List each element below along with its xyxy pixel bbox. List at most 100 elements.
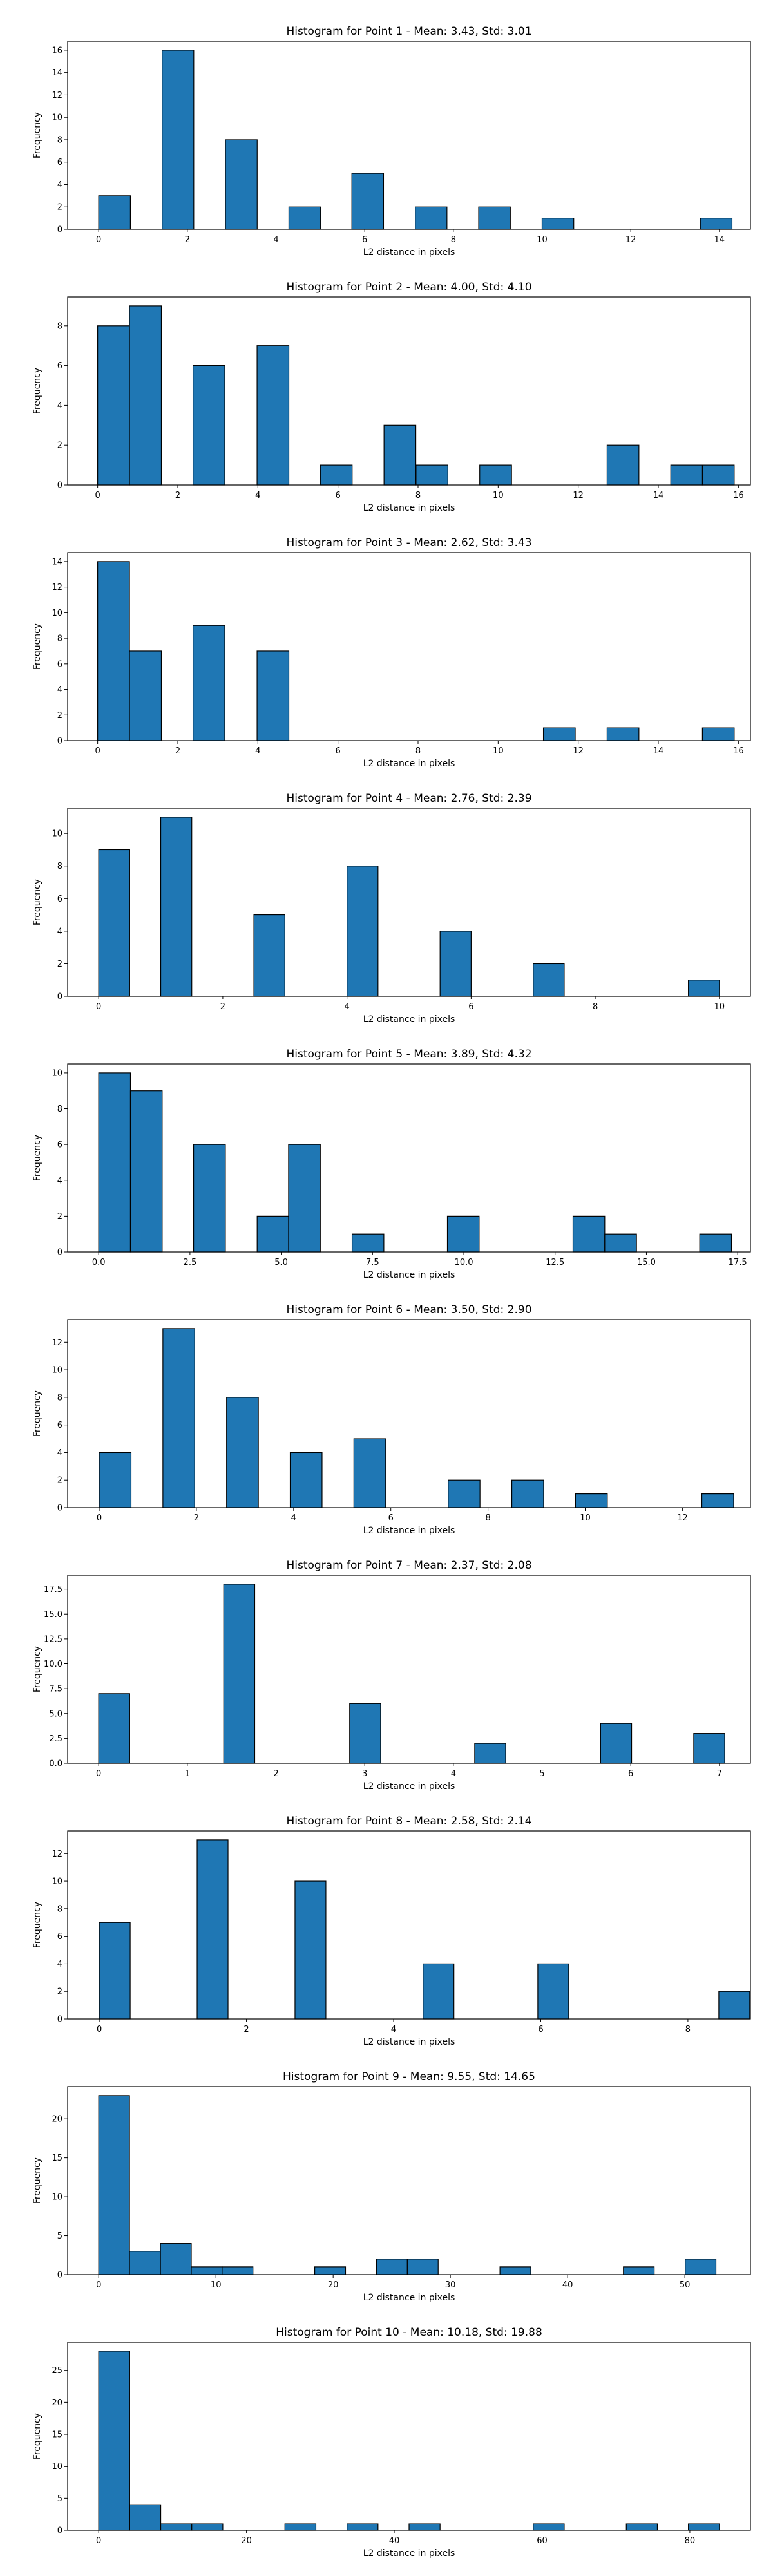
histogram-bar bbox=[253, 914, 285, 997]
y-tick-label: 0 bbox=[57, 2526, 62, 2536]
x-tick-label: 10 bbox=[580, 1513, 591, 1523]
y-tick-label: 15 bbox=[52, 2154, 62, 2163]
y-tick-label: 2 bbox=[57, 1987, 62, 1997]
x-tick-label: 8 bbox=[451, 235, 456, 245]
chart-2: Histogram for Point 2 - Mean: 4.00, Std:… bbox=[32, 281, 751, 513]
x-tick-label: 12 bbox=[573, 491, 584, 500]
x-tick-label: 4 bbox=[255, 491, 260, 500]
y-tick-label: 6 bbox=[57, 1141, 62, 1150]
histogram-bar bbox=[351, 173, 385, 230]
histogram-bar bbox=[353, 1438, 386, 1508]
y-tick-label: 6 bbox=[57, 1421, 62, 1430]
x-tick-label: 2.5 bbox=[184, 1258, 197, 1267]
x-tick-label: 17.5 bbox=[729, 1258, 747, 1267]
y-axis-label: Frequency bbox=[32, 368, 43, 414]
histogram-bar bbox=[511, 1479, 544, 1508]
x-tick-label: 20 bbox=[241, 2536, 252, 2546]
x-tick-label: 0 bbox=[96, 235, 101, 245]
histogram-bar bbox=[347, 2523, 379, 2531]
chart-8: Histogram for Point 8 - Mean: 2.58, Std:… bbox=[32, 1815, 751, 2047]
y-axis-label: Frequency bbox=[32, 1390, 43, 1437]
histogram-bar bbox=[129, 2504, 162, 2531]
histogram-bar bbox=[533, 2523, 565, 2531]
y-tick-label: 6 bbox=[57, 1932, 62, 1942]
x-tick-label: 3 bbox=[362, 1769, 367, 1779]
histogram-bar bbox=[604, 1233, 637, 1253]
histogram-bar bbox=[718, 1991, 750, 2020]
y-tick-label: 0 bbox=[57, 992, 62, 1002]
y-tick-label: 4 bbox=[57, 1176, 62, 1186]
x-tick-label: 2 bbox=[243, 2025, 249, 2034]
histogram-bar bbox=[191, 2266, 223, 2275]
y-tick-label: 10 bbox=[52, 2193, 62, 2202]
x-tick-label: 6 bbox=[336, 491, 341, 500]
histogram-bar bbox=[499, 2266, 531, 2275]
histogram-bar bbox=[162, 1328, 195, 1508]
histogram-bar bbox=[97, 561, 130, 741]
y-tick-label: 2 bbox=[57, 441, 62, 451]
x-tick-label: 0 bbox=[96, 2536, 101, 2546]
y-tick-label: 20 bbox=[52, 2115, 62, 2125]
y-tick-label: 25 bbox=[52, 2366, 62, 2376]
x-tick-label: 8 bbox=[593, 1002, 598, 1012]
y-tick-label: 0 bbox=[57, 481, 62, 491]
y-tick-label: 2 bbox=[57, 960, 62, 969]
x-axis-label: L2 distance in pixels bbox=[363, 1526, 455, 1536]
y-axis-label: Frequency bbox=[32, 2413, 43, 2459]
x-tick-label: 12 bbox=[677, 1513, 688, 1523]
y-tick-label: 4 bbox=[57, 180, 62, 190]
y-tick-label: 8 bbox=[57, 135, 62, 145]
chart-title: Histogram for Point 4 - Mean: 2.76, Std:… bbox=[286, 792, 531, 805]
y-axis-label: Frequency bbox=[32, 1646, 43, 1692]
x-tick-label: 50 bbox=[680, 2280, 691, 2290]
plot-frame bbox=[67, 552, 751, 741]
x-tick-label: 30 bbox=[445, 2280, 456, 2290]
x-tick-label: 2 bbox=[194, 1513, 199, 1523]
chart-4: Histogram for Point 4 - Mean: 2.76, Std:… bbox=[32, 792, 751, 1025]
histogram-bar bbox=[98, 1693, 130, 1764]
x-tick-label: 20 bbox=[328, 2280, 339, 2290]
plot-frame bbox=[67, 808, 751, 997]
histogram-bar bbox=[541, 218, 575, 230]
histogram-bar bbox=[701, 464, 735, 486]
histogram-bar bbox=[701, 1493, 734, 1508]
x-tick-label: 2 bbox=[185, 235, 190, 245]
x-tick-label: 0 bbox=[96, 2280, 101, 2290]
histogram-bar bbox=[97, 325, 130, 486]
y-tick-label: 10.0 bbox=[44, 1660, 62, 1669]
histogram-bar bbox=[423, 1963, 455, 2020]
histogram-bar bbox=[98, 2095, 130, 2275]
x-tick-label: 2 bbox=[175, 746, 180, 756]
plot-frame bbox=[67, 2342, 751, 2531]
x-tick-label: 15.0 bbox=[637, 1258, 656, 1267]
x-tick-label: 10 bbox=[493, 491, 504, 500]
y-tick-label: 8 bbox=[57, 862, 62, 871]
histogram-bar bbox=[478, 206, 511, 230]
y-tick-label: 15.0 bbox=[44, 1610, 62, 1620]
histogram-bar bbox=[99, 1922, 131, 2020]
x-tick-label: 10 bbox=[714, 1002, 725, 1012]
x-tick-label: 60 bbox=[537, 2536, 548, 2546]
histogram-bar bbox=[479, 464, 512, 486]
y-tick-label: 10 bbox=[52, 1877, 62, 1887]
y-tick-label: 12 bbox=[52, 1850, 62, 1859]
x-axis-label: L2 distance in pixels bbox=[363, 503, 455, 513]
x-tick-label: 80 bbox=[685, 2536, 696, 2546]
histogram-bar bbox=[129, 305, 162, 486]
y-tick-label: 4 bbox=[57, 1448, 62, 1458]
y-tick-label: 0.0 bbox=[49, 1759, 62, 1769]
histogram-bar bbox=[193, 1144, 226, 1253]
histogram-bar bbox=[699, 1233, 732, 1253]
y-tick-label: 17.5 bbox=[44, 1585, 62, 1595]
x-tick-label: 1 bbox=[185, 1769, 190, 1779]
histogram-bar bbox=[600, 1723, 633, 1764]
chart-7: Histogram for Point 7 - Mean: 2.37, Std:… bbox=[32, 1559, 751, 1792]
chart-title: Histogram for Point 2 - Mean: 4.00, Std:… bbox=[286, 281, 531, 294]
x-tick-label: 8 bbox=[685, 2025, 691, 2034]
x-axis-label: L2 distance in pixels bbox=[363, 2293, 455, 2303]
y-tick-label: 8 bbox=[57, 634, 62, 644]
y-tick-label: 4 bbox=[57, 1960, 62, 1969]
y-tick-label: 5 bbox=[57, 2231, 62, 2241]
histogram-bar bbox=[129, 650, 162, 741]
